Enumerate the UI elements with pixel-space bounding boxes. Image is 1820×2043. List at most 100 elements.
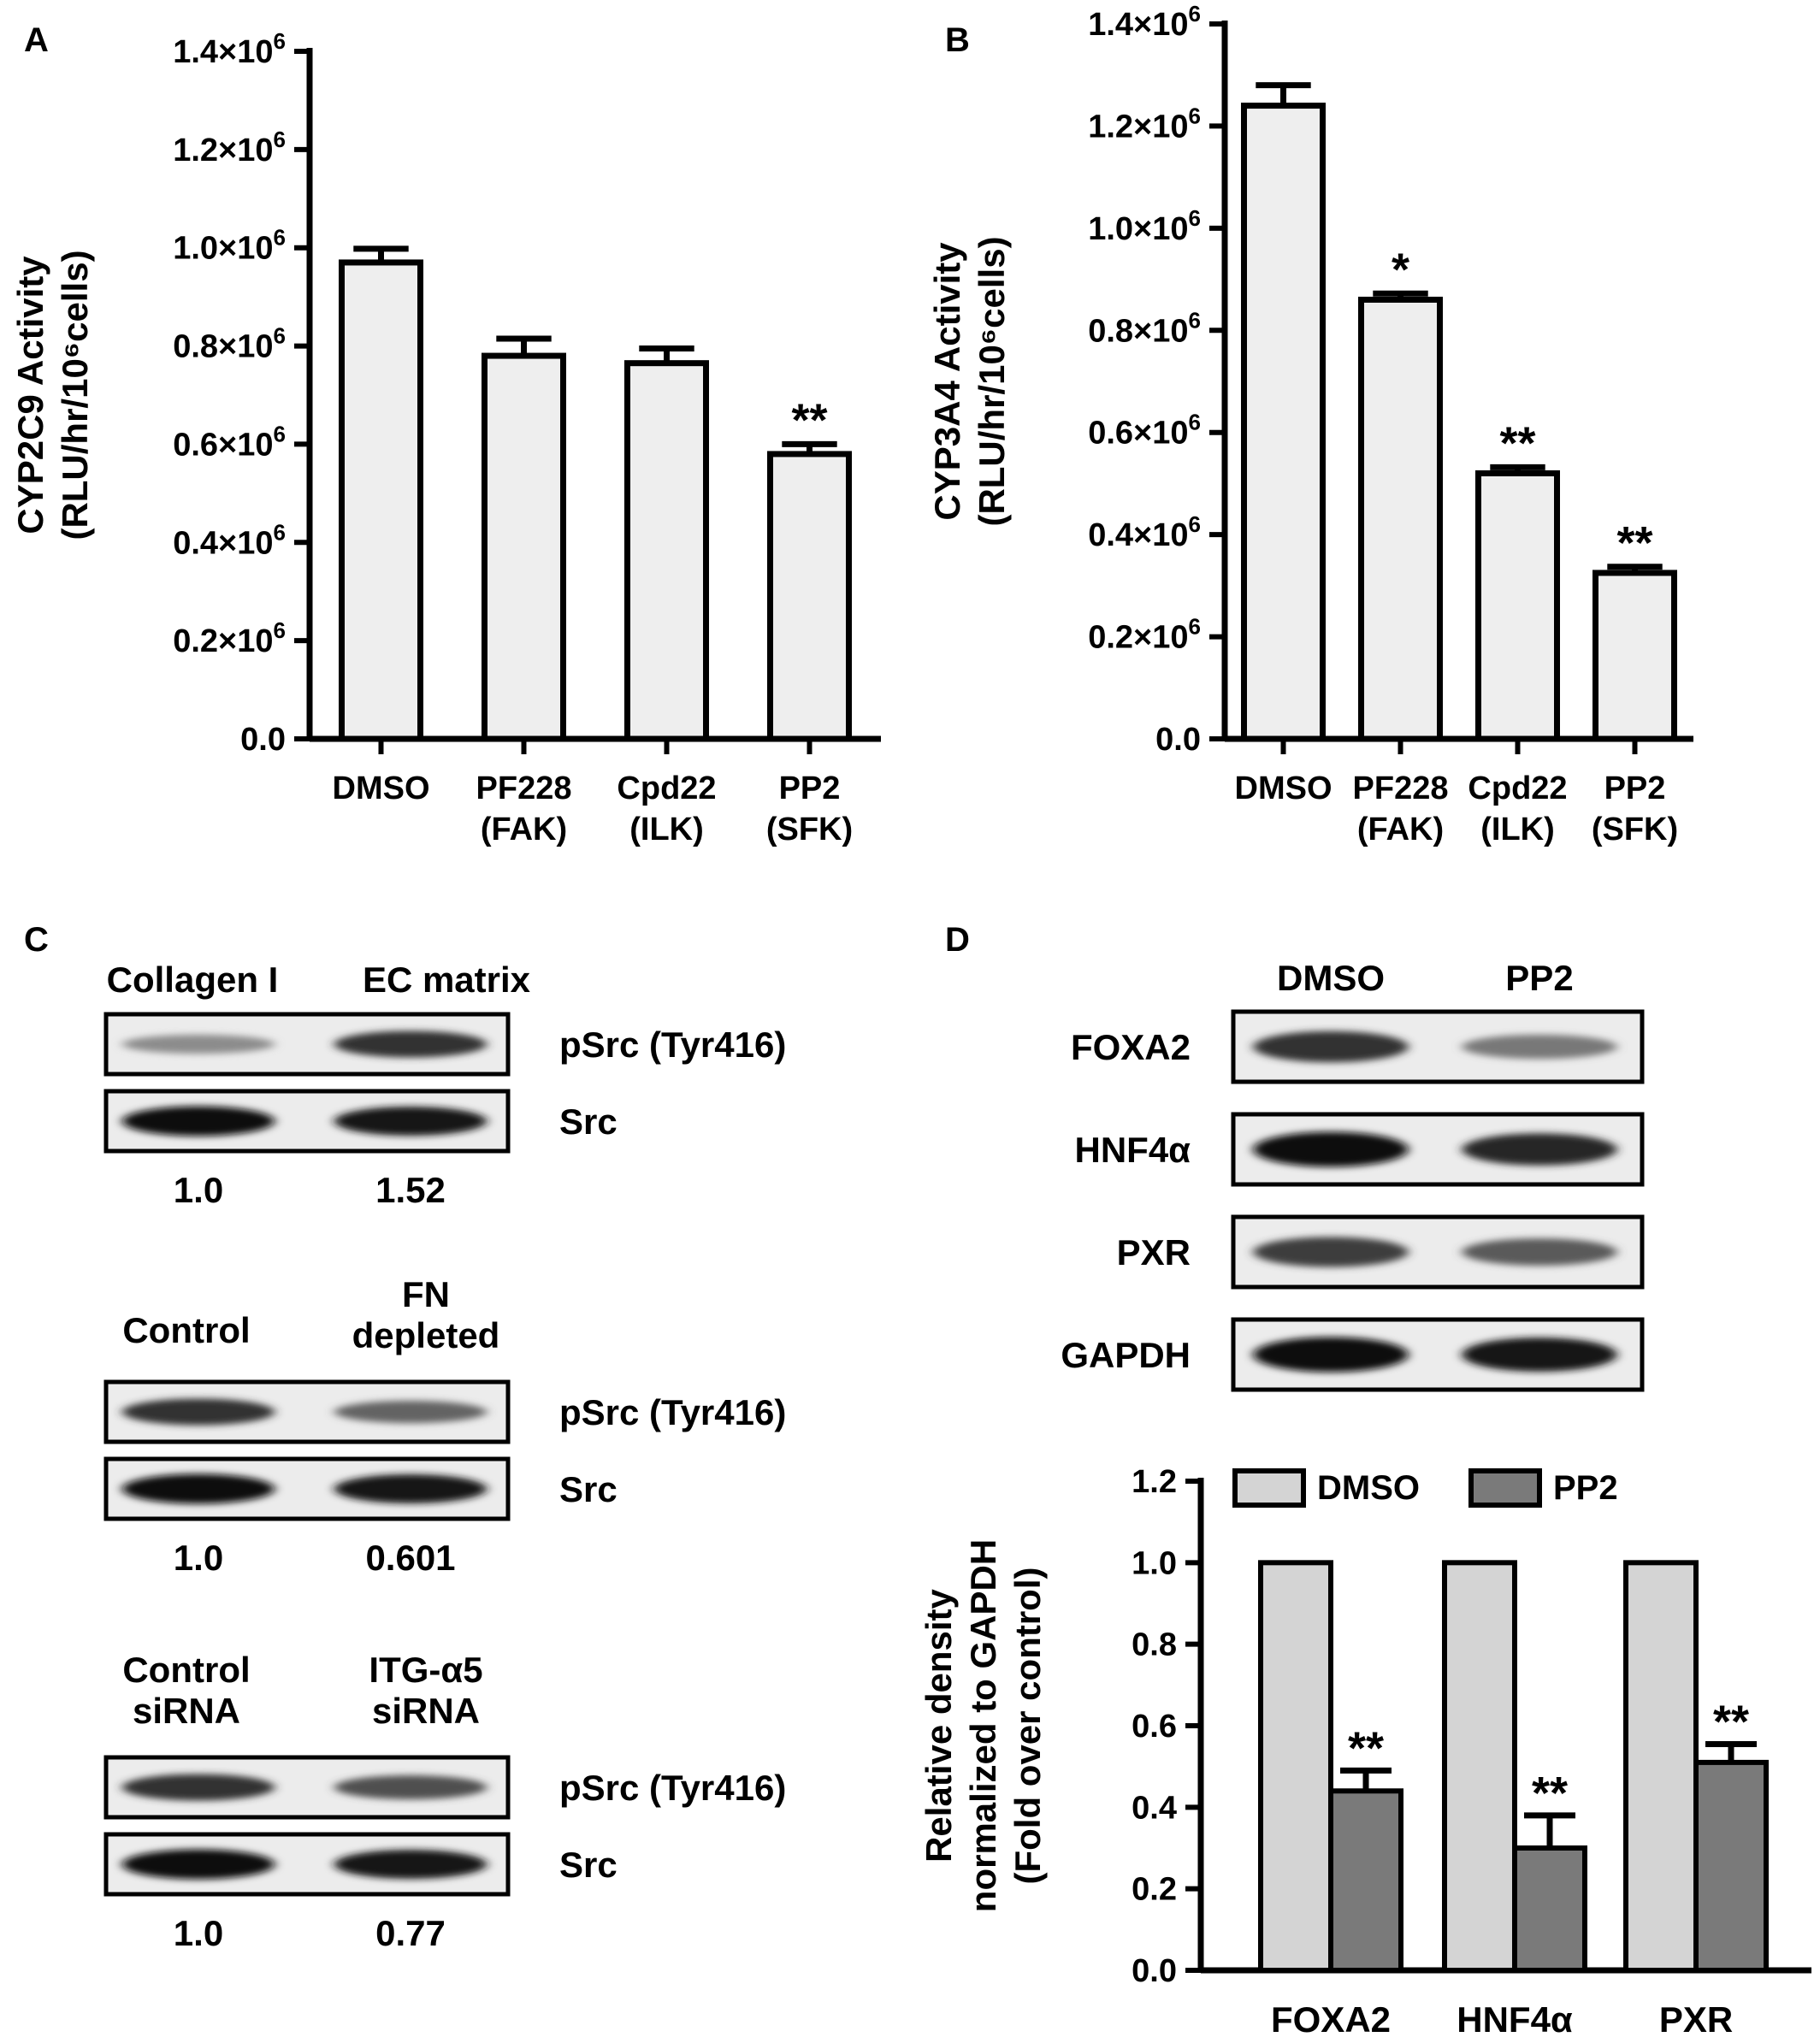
significance-mark: **: [791, 394, 827, 446]
x-tick-label: (ILK): [1480, 812, 1555, 847]
x-tick-label: FOXA2: [1271, 1999, 1391, 2040]
bar: [767, 451, 852, 742]
y-tick-label-base: 0.4×10: [173, 525, 273, 561]
blot-quant-value: 1.0: [174, 1913, 223, 1953]
blot-d-band: [1253, 1337, 1409, 1373]
y-axis-label: Relative density normalized to GAPDH (Fold…: [919, 1539, 1048, 1912]
chart-a: 0.00.2×1060.4×1060.6×1060.8×1061.0×1061.…: [10, 28, 881, 847]
y-tick-label-base: 1.0×10: [1088, 211, 1188, 247]
blot-row-label: GAPDH: [1061, 1335, 1191, 1375]
blot-header: siRNA: [372, 1691, 480, 1731]
blot-d-band: [1462, 1238, 1617, 1266]
blot-quant-value: 0.77: [375, 1913, 446, 1953]
x-tick-label: PF228: [1353, 771, 1449, 806]
x-tick-label: PXR: [1659, 1999, 1733, 2040]
chart-b: 0.00.2×1060.4×1060.6×1060.8×1061.0×1061.…: [927, 1, 1693, 847]
blot-row-label: pSrc (Tyr416): [559, 1768, 786, 1808]
bar: [339, 259, 423, 742]
blot-d-band: [1462, 1034, 1617, 1060]
blot-c-band: [334, 1473, 488, 1504]
bar-dmso: [1623, 1560, 1699, 1974]
y-axis-label-line: (RLU/hr/10⁶cells): [972, 236, 1012, 526]
x-tick-label: Cpd22: [1468, 771, 1567, 806]
y-tick-label-base: 0.2×10: [173, 623, 273, 659]
y-tick-label: 1.4×106: [1088, 1, 1201, 43]
bar: [482, 352, 566, 742]
bar-pp2: [1693, 1759, 1769, 1973]
blot-c-band: [334, 1400, 488, 1424]
y-axis-label-line: (Fold over control): [1008, 1568, 1048, 1885]
x-tick-label: (SFK): [1592, 812, 1678, 847]
y-tick-label-base: 1.0×10: [173, 231, 273, 267]
y-tick-label: 0.0: [1155, 722, 1201, 758]
significance-mark: **: [1499, 417, 1535, 469]
y-tick-label: 0.2×106: [173, 617, 286, 659]
blot-d-band: [1253, 1030, 1409, 1063]
y-tick-label-base: 0.8×10: [173, 329, 273, 365]
x-tick-label: HNF4α: [1457, 1999, 1573, 2040]
x-tick-label: (SFK): [766, 812, 853, 847]
blot-c-band: [121, 1034, 275, 1054]
legend-label: DMSO: [1317, 1469, 1420, 1507]
legend-swatch: [1468, 1468, 1542, 1508]
panel-a: A 0.00.2×1060.4×1060.6×1060.8×1061.0×106…: [10, 21, 881, 847]
y-tick-label: 0.6×106: [1088, 410, 1201, 452]
blot-c-band: [334, 1030, 488, 1058]
blot-d-band: [1462, 1337, 1617, 1372]
y-axis-label-line: CYP3A4 Activity: [927, 242, 967, 521]
x-tick-label: PP2: [779, 771, 841, 806]
y-tick-label: 1.2×106: [173, 127, 286, 168]
y-tick-label: 0.2: [1132, 1872, 1177, 1908]
blot-quant-value: 1.0: [174, 1170, 223, 1210]
blot-quant-value: 1.0: [174, 1538, 223, 1578]
x-tick-label: (FAK): [481, 812, 567, 847]
y-tick-label: 0.8×106: [1088, 307, 1201, 349]
panel-b: B 0.00.2×1060.4×1060.6×1060.8×1061.0×106…: [927, 1, 1693, 847]
blot-row-label: Src: [559, 1101, 618, 1142]
significance-mark: **: [1616, 517, 1652, 569]
y-tick-label: 0.6×106: [173, 421, 286, 463]
y-tick-label-sup: 6: [1189, 410, 1201, 435]
y-tick-label: 0.2×106: [1088, 614, 1201, 656]
y-tick-label-sup: 6: [1189, 614, 1201, 640]
chart-d: 0.0 0.2 0.4 0.6 0.8 1.0 1.2 ** FOXA2 ** HNF4α ** PXR…: [919, 1464, 1811, 2040]
y-tick-label-base: 0.6×10: [1088, 416, 1188, 452]
panel-letter-b: B: [945, 21, 970, 59]
y-tick-label-sup: 6: [1189, 1, 1201, 27]
blot-header: depleted: [352, 1315, 500, 1355]
x-tick-label: (ILK): [629, 812, 704, 847]
x-tick-label: PF228: [476, 771, 572, 806]
y-tick-label: 1.0: [1132, 1545, 1177, 1581]
western-blot-d: DMSO PP2 FOXA2 HNF4α PXR GAPDH: [1061, 958, 1645, 1392]
blot-row-label: Src: [559, 1845, 618, 1885]
y-axis-label-line: Relative density: [919, 1588, 959, 1862]
y-tick-label: 0.8×106: [173, 323, 286, 365]
x-tick-label: (FAK): [1357, 812, 1444, 847]
y-tick-label: 0.8: [1132, 1627, 1177, 1663]
y-axis-label-line: CYP2C9 Activity: [10, 256, 50, 534]
x-tick-label: DMSO: [1235, 771, 1332, 806]
blot-header: siRNA: [133, 1691, 240, 1731]
y-tick-label: 0.0: [240, 722, 286, 758]
y-tick-label: 1.0×106: [173, 225, 286, 267]
y-tick-label-base: 0.8×10: [1088, 313, 1188, 349]
blot-header: PP2: [1505, 958, 1573, 998]
y-axis-label-line: (RLU/hr/10⁶cells): [55, 250, 95, 540]
bar: [1592, 570, 1677, 742]
y-axis-label: CYP3A4 Activity (RLU/hr/10⁶cells): [927, 236, 1012, 526]
blot-c-band: [121, 1774, 275, 1801]
blot-c-band: [334, 1774, 488, 1800]
y-axis-label: CYP2C9 Activity (RLU/hr/10⁶cells): [10, 250, 95, 540]
blot-header: ITG-α5: [369, 1650, 482, 1690]
y-tick-label: 0.6: [1132, 1709, 1177, 1745]
y-tick-label-sup: 6: [274, 421, 286, 446]
blot-d-band: [1253, 1131, 1409, 1167]
y-tick-label-base: 0.4×10: [1088, 517, 1188, 553]
y-tick-label-sup: 6: [274, 323, 286, 349]
western-blots-c: Collagen I EC matrix pSrc (Tyr416) Src 1.0 1.…: [103, 960, 786, 1953]
significance-mark: **: [1713, 1696, 1749, 1747]
blot-quant-value: 1.52: [375, 1170, 446, 1210]
blot-c-band: [121, 1473, 275, 1504]
y-tick-label: 0.4: [1132, 1790, 1177, 1826]
y-tick-label-sup: 6: [274, 617, 286, 643]
